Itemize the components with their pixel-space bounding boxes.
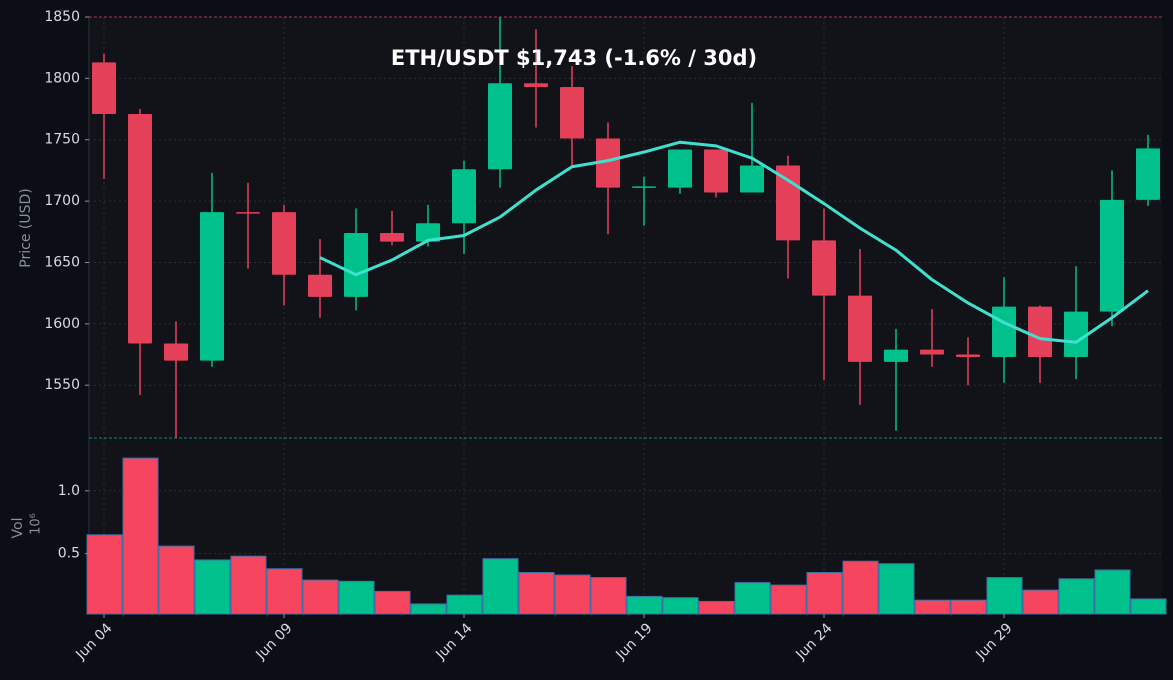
- volume-bar: [842, 560, 879, 615]
- volume-bar: [806, 572, 843, 615]
- candle-body: [560, 86, 584, 139]
- y-tick-label: 1600: [44, 316, 80, 332]
- candle-body: [1136, 148, 1160, 200]
- marks: [86, 17, 1167, 615]
- candle-body: [236, 212, 260, 214]
- volume-bar: [230, 555, 267, 615]
- volume-bar: [374, 590, 411, 615]
- candle-body: [488, 83, 512, 170]
- volume-bar: [590, 577, 627, 615]
- volume-bar: [770, 584, 807, 615]
- y-tick-label: 1750: [44, 132, 80, 148]
- candle-body: [344, 233, 368, 297]
- candle-body: [164, 343, 188, 361]
- chart-title: ETH/USDT $1,743 (-1.6% / 30d): [391, 46, 757, 70]
- candle-body: [704, 149, 728, 193]
- volume-bar: [86, 534, 123, 615]
- volume-bar: [554, 574, 591, 615]
- volume-bar: [914, 599, 951, 615]
- candle-body: [596, 138, 620, 188]
- y-tick-label: 1800: [44, 70, 80, 86]
- volume-bar: [482, 558, 519, 615]
- y-tick-label: 1.0: [58, 483, 80, 499]
- volume-bar: [626, 595, 663, 615]
- volume-bar: [878, 563, 915, 615]
- candle-body: [1064, 311, 1088, 357]
- y-tick-label: 1700: [44, 193, 80, 209]
- candle-body: [1028, 306, 1052, 357]
- candle-body: [272, 212, 296, 275]
- volume-bar: [734, 582, 771, 615]
- candle-body: [128, 113, 152, 344]
- volume-bar: [446, 594, 483, 615]
- y-axis-label: Price (USD): [18, 188, 34, 267]
- candle-body: [416, 223, 440, 242]
- candle-body: [920, 349, 944, 355]
- candle-body: [380, 233, 404, 242]
- price-panel: [89, 17, 1162, 438]
- candle-body: [740, 165, 764, 193]
- y-tick-label: 1550: [44, 377, 80, 393]
- candle-body: [992, 306, 1016, 357]
- candle-body: [524, 83, 548, 87]
- volume-bar: [518, 572, 555, 615]
- volume-bar: [986, 577, 1023, 615]
- volume-bar: [410, 603, 447, 615]
- candle-body: [1100, 199, 1124, 312]
- volume-bar: [194, 559, 231, 615]
- volume-bar: [1022, 589, 1059, 615]
- candle-body: [92, 62, 116, 114]
- volume-offset: 10⁶: [29, 513, 44, 535]
- candle-body: [308, 274, 332, 297]
- volume-bar: [1094, 569, 1131, 615]
- candle-body: [956, 354, 980, 357]
- candle-body: [200, 212, 224, 361]
- volume-bar: [302, 579, 339, 615]
- y-tick-label: 0.5: [58, 546, 80, 562]
- moving-average-line: [319, 140, 1149, 344]
- volume-bar: [662, 597, 699, 615]
- candle-body: [848, 295, 872, 362]
- candle-body: [632, 186, 656, 188]
- y-tick-label: 1850: [44, 9, 80, 25]
- y-tick-label: 1650: [44, 254, 80, 270]
- volume-bar: [158, 545, 195, 615]
- volume-bar: [122, 457, 159, 615]
- volume-bar: [950, 599, 987, 615]
- volume-bar: [1058, 578, 1095, 615]
- candle-body: [812, 240, 836, 296]
- volume-bar: [338, 580, 375, 615]
- candle-body: [452, 169, 476, 224]
- volume-bar: [698, 600, 735, 615]
- candle-body: [884, 349, 908, 362]
- volume-bar: [266, 568, 303, 615]
- candle-body: [668, 149, 692, 188]
- volume-axis-label: Vol: [10, 518, 26, 539]
- volume-bar: [1130, 598, 1167, 615]
